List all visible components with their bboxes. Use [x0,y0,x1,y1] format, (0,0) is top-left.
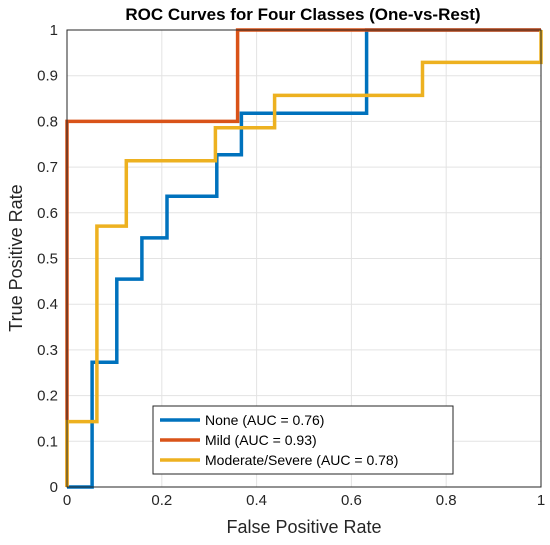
y-axis-label: True Positive Rate [6,184,26,331]
y-tick-label: 0.5 [37,251,58,268]
x-axis-label: False Positive Rate [226,517,381,537]
chart-title: ROC Curves for Four Classes (One-vs-Rest… [125,5,480,24]
y-tick-label: 0.8 [37,113,58,130]
y-tick-label: 0.2 [37,388,58,405]
x-tick-label: 0.8 [436,492,457,509]
plot-frame [66,29,542,488]
y-tick-label: 0.3 [37,342,58,359]
y-tick-label: 0 [50,479,58,496]
x-tick-label: 0.6 [341,492,362,509]
x-tick-label: 1 [537,492,545,509]
y-tick-label: 0.1 [37,433,58,450]
series-line-2 [65,30,543,487]
y-tick-label: 0.7 [37,159,58,176]
y-tick-label: 0.9 [37,68,58,85]
legend-entry-label: Mild (AUC = 0.93) [205,432,317,448]
y-tick-label: 0.4 [37,296,58,313]
legend-box [152,405,454,475]
legend: None (AUC = 0.76) Mild (AUC = 0.93) Modera… [152,405,454,475]
series-line-0 [67,28,541,489]
x-tick-label: 0.2 [151,492,172,509]
y-tick-label: 1 [50,22,58,39]
legend-entry-label: None (AUC = 0.76) [205,412,324,428]
tick-labels: 0 0.2 0.4 0.6 0.8 1 0 0.1 0.2 0.3 0.4 0.5 0.6 0.7 0.8 0… [37,22,545,509]
legend-entry-label: Moderate/Severe (AUC = 0.78) [205,452,398,468]
y-tick-label: 0.6 [37,205,58,222]
x-tick-label: 0 [63,492,71,509]
x-tick-label: 0.4 [246,492,267,509]
